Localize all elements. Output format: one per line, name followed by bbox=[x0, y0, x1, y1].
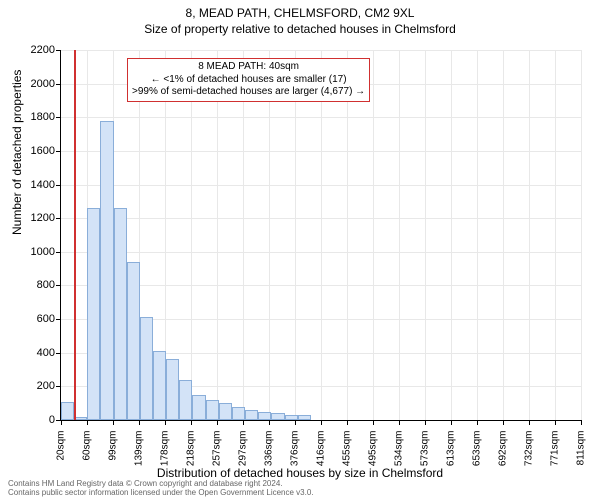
ytick-mark bbox=[56, 319, 61, 320]
gridline-v bbox=[373, 50, 374, 420]
histogram-bar bbox=[127, 262, 140, 420]
plot-region: 0200400600800100012001400160018002000220… bbox=[60, 50, 581, 421]
histogram-bar bbox=[285, 415, 298, 420]
xtick-mark bbox=[217, 420, 218, 425]
gridline-v bbox=[269, 50, 270, 420]
ytick-mark bbox=[56, 386, 61, 387]
xtick-mark bbox=[451, 420, 452, 425]
ytick-mark bbox=[56, 151, 61, 152]
xtick-mark bbox=[295, 420, 296, 425]
ytick-mark bbox=[56, 218, 61, 219]
ytick-label: 800 bbox=[15, 279, 55, 291]
gridline-v bbox=[295, 50, 296, 420]
xtick-mark bbox=[269, 420, 270, 425]
gridline-v bbox=[581, 50, 582, 420]
xtick-mark bbox=[191, 420, 192, 425]
xtick-mark bbox=[425, 420, 426, 425]
xtick-mark bbox=[399, 420, 400, 425]
histogram-bar bbox=[166, 359, 179, 420]
chart-container: 8, MEAD PATH, CHELMSFORD, CM2 9XL Size o… bbox=[0, 0, 600, 500]
footer-line-2: Contains public sector information licen… bbox=[8, 488, 314, 498]
gridline-v bbox=[399, 50, 400, 420]
gridline-v bbox=[477, 50, 478, 420]
histogram-bar bbox=[258, 412, 271, 420]
ytick-mark bbox=[56, 185, 61, 186]
histogram-bar bbox=[271, 413, 284, 420]
xtick-mark bbox=[61, 420, 62, 425]
ytick-label: 1000 bbox=[15, 246, 55, 258]
ytick-label: 1200 bbox=[15, 212, 55, 224]
ytick-mark bbox=[56, 50, 61, 51]
histogram-bar bbox=[114, 208, 127, 420]
gridline-v bbox=[555, 50, 556, 420]
ytick-label: 2000 bbox=[15, 78, 55, 90]
xtick-mark bbox=[581, 420, 582, 425]
histogram-bar bbox=[245, 410, 258, 420]
ytick-mark bbox=[56, 117, 61, 118]
ytick-label: 1400 bbox=[15, 179, 55, 191]
gridline-v bbox=[191, 50, 192, 420]
ytick-mark bbox=[56, 353, 61, 354]
gridline-v bbox=[451, 50, 452, 420]
xtick-mark bbox=[477, 420, 478, 425]
gridline-v bbox=[243, 50, 244, 420]
title-subtitle: Size of property relative to detached ho… bbox=[0, 20, 600, 36]
ytick-label: 400 bbox=[15, 347, 55, 359]
gridline-v bbox=[217, 50, 218, 420]
ytick-label: 2200 bbox=[15, 44, 55, 56]
histogram-bar bbox=[87, 208, 100, 420]
xtick-mark bbox=[165, 420, 166, 425]
ytick-label: 600 bbox=[15, 313, 55, 325]
xtick-mark bbox=[139, 420, 140, 425]
histogram-bar bbox=[192, 395, 205, 420]
ytick-mark bbox=[56, 84, 61, 85]
xtick-mark bbox=[347, 420, 348, 425]
ytick-label: 200 bbox=[15, 380, 55, 392]
ytick-label: 1600 bbox=[15, 145, 55, 157]
ytick-mark bbox=[56, 285, 61, 286]
xtick-mark bbox=[503, 420, 504, 425]
histogram-bar bbox=[61, 402, 74, 421]
ytick-mark bbox=[56, 252, 61, 253]
gridline-v bbox=[425, 50, 426, 420]
xtick-mark bbox=[113, 420, 114, 425]
ytick-label: 0 bbox=[15, 414, 55, 426]
histogram-bar bbox=[179, 380, 192, 420]
title-address: 8, MEAD PATH, CHELMSFORD, CM2 9XL bbox=[0, 0, 600, 20]
gridline-v bbox=[347, 50, 348, 420]
xtick-mark bbox=[87, 420, 88, 425]
chart-area: 0200400600800100012001400160018002000220… bbox=[60, 50, 580, 420]
histogram-bar bbox=[100, 121, 113, 420]
histogram-bar bbox=[206, 400, 219, 420]
gridline-v bbox=[321, 50, 322, 420]
histogram-bar bbox=[232, 407, 245, 420]
histogram-bar bbox=[219, 403, 232, 420]
footer-line-1: Contains HM Land Registry data © Crown c… bbox=[8, 479, 314, 489]
gridline-v bbox=[529, 50, 530, 420]
callout-box: 8 MEAD PATH: 40sqm← <1% of detached hous… bbox=[127, 58, 370, 102]
callout-line-2: ← <1% of detached houses are smaller (17… bbox=[132, 74, 365, 87]
xtick-mark bbox=[373, 420, 374, 425]
xtick-mark bbox=[555, 420, 556, 425]
gridline-v bbox=[503, 50, 504, 420]
callout-line-1: 8 MEAD PATH: 40sqm bbox=[132, 61, 365, 74]
xtick-mark bbox=[529, 420, 530, 425]
footer-attribution: Contains HM Land Registry data © Crown c… bbox=[8, 479, 314, 498]
histogram-bar bbox=[140, 317, 153, 420]
xtick-mark bbox=[321, 420, 322, 425]
histogram-bar bbox=[153, 351, 166, 420]
callout-line-3: >99% of semi-detached houses are larger … bbox=[132, 86, 365, 99]
ytick-label: 1800 bbox=[15, 111, 55, 123]
property-marker-line bbox=[74, 50, 76, 420]
xtick-mark bbox=[243, 420, 244, 425]
histogram-bar bbox=[298, 415, 311, 420]
